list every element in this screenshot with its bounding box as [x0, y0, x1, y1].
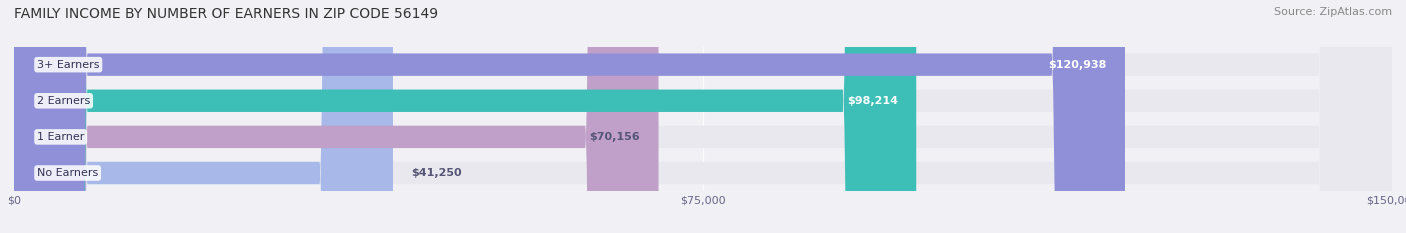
FancyBboxPatch shape: [14, 0, 658, 233]
Text: Source: ZipAtlas.com: Source: ZipAtlas.com: [1274, 7, 1392, 17]
Text: $70,156: $70,156: [589, 132, 640, 142]
FancyBboxPatch shape: [14, 0, 1392, 233]
Text: FAMILY INCOME BY NUMBER OF EARNERS IN ZIP CODE 56149: FAMILY INCOME BY NUMBER OF EARNERS IN ZI…: [14, 7, 439, 21]
Text: $120,938: $120,938: [1049, 60, 1107, 70]
FancyBboxPatch shape: [14, 0, 1392, 233]
FancyBboxPatch shape: [14, 0, 1125, 233]
FancyBboxPatch shape: [14, 0, 1392, 233]
Text: 2 Earners: 2 Earners: [37, 96, 90, 106]
FancyBboxPatch shape: [14, 0, 1392, 233]
FancyBboxPatch shape: [14, 0, 917, 233]
FancyBboxPatch shape: [14, 0, 394, 233]
Text: 3+ Earners: 3+ Earners: [37, 60, 100, 70]
Text: No Earners: No Earners: [37, 168, 98, 178]
Text: 1 Earner: 1 Earner: [37, 132, 84, 142]
Text: $41,250: $41,250: [412, 168, 463, 178]
Text: $98,214: $98,214: [846, 96, 898, 106]
